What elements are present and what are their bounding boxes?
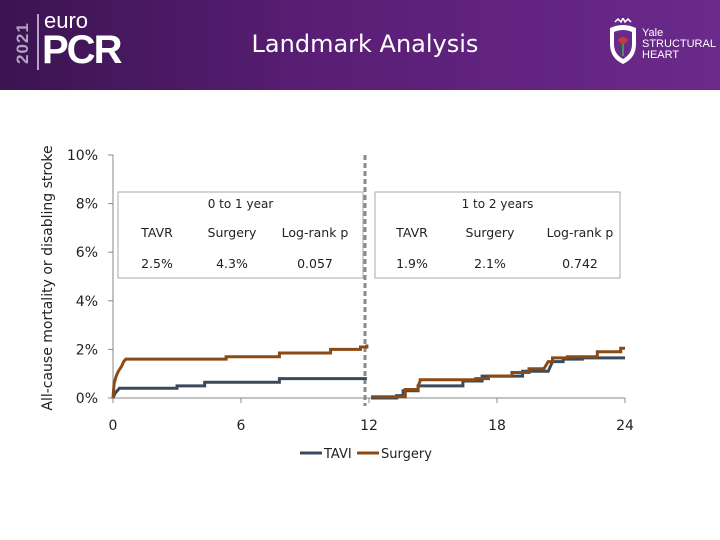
chart-axes: 0% 2% 4% 6% 8% 10% 0 6 12 18 24 — [67, 148, 634, 434]
y-tick-label: 0% — [76, 391, 98, 407]
x-tick-label: 18 — [488, 418, 506, 434]
table-column-header: Surgery — [466, 225, 516, 240]
table-column-header: Surgery — [208, 225, 258, 240]
legend-label-surgery: Surgery — [381, 447, 432, 462]
table-column-header: TAVR — [395, 225, 428, 240]
y-tick-label: 4% — [76, 294, 98, 310]
header-banner — [0, 0, 720, 90]
table-cell: 4.3% — [216, 256, 248, 271]
y-tick-label: 6% — [76, 245, 98, 261]
table-cell: 2.1% — [474, 256, 506, 271]
table-group-header: 1 to 2 years — [462, 197, 534, 211]
y-tick-label: 10% — [67, 148, 98, 164]
results-table: 0 to 1 year TAVR 2.5% Surgery 4.3% Log-rank p… — [117, 191, 621, 279]
yale-line-1: Yale — [642, 27, 664, 39]
logo-euro: euro — [44, 8, 89, 33]
series-line-tavi — [111, 377, 367, 399]
x-tick-label: 24 — [616, 418, 634, 434]
table-cell: 0.057 — [297, 256, 333, 271]
x-tick-label: 0 — [109, 418, 118, 434]
y-tick-label: 8% — [76, 197, 98, 213]
table-cell: 2.5% — [141, 256, 173, 271]
y-tick-label: 2% — [76, 342, 98, 358]
table-group-box — [374, 191, 621, 279]
yale-line-3: HEART — [642, 49, 680, 61]
yale-structural-heart-logo: Yale STRUCTURAL HEART — [642, 28, 716, 61]
table-group-header: 0 to 1 year — [208, 197, 274, 211]
series-line-surgery — [371, 346, 625, 399]
series-line-surgery — [111, 344, 369, 399]
table-column-header: Log-rank p — [282, 225, 349, 240]
table-group-box — [117, 191, 364, 279]
yale-line-2: STRUCTURAL — [642, 38, 716, 50]
table-column-header: TAVR — [140, 225, 173, 240]
logo-divider — [37, 14, 39, 70]
table-cell: 0.742 — [562, 256, 598, 271]
table-cell: 1.9% — [396, 256, 428, 271]
page-title: Landmark Analysis — [251, 30, 479, 58]
x-tick-label: 12 — [360, 418, 378, 434]
series-line-tavi — [371, 356, 625, 400]
yale-shield-icon — [610, 18, 636, 64]
logo-pcr: PCR — [42, 28, 122, 72]
table-column-header: Log-rank p — [547, 225, 614, 240]
chart-series — [111, 344, 625, 400]
legend-label-tavi: TAVI — [323, 447, 352, 462]
x-tick-label: 6 — [237, 418, 246, 434]
chart-legend: TAVI Surgery — [300, 447, 432, 462]
